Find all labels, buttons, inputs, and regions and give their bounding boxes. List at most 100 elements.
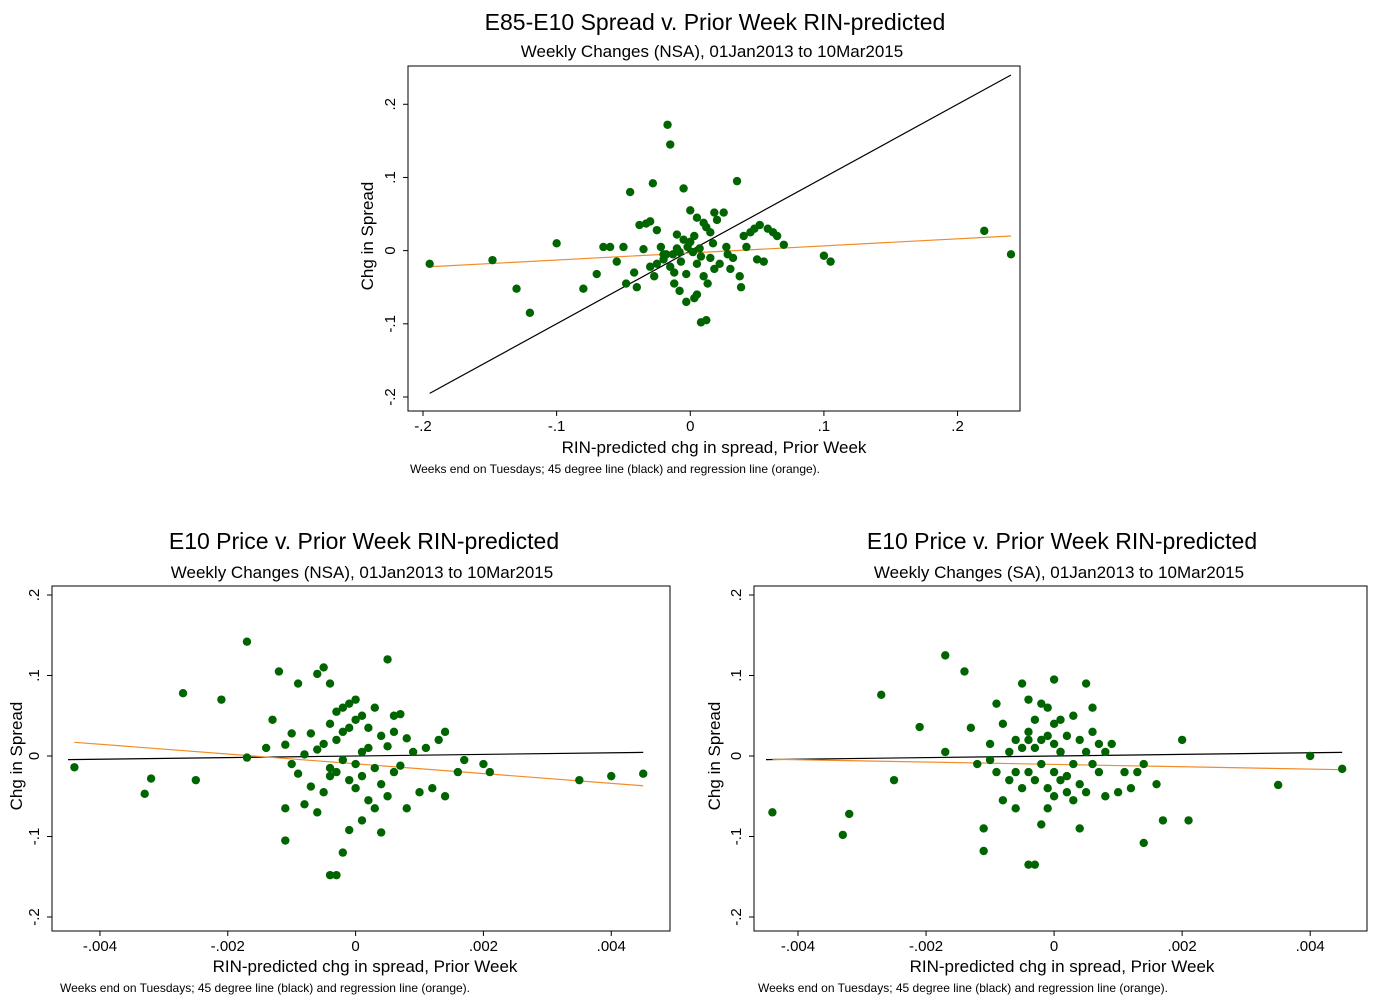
chart-subtitle: Weekly Changes (SA), 01Jan2013 to 10Mar2… xyxy=(874,563,1244,582)
scatter-point xyxy=(345,723,354,733)
x-tick-label: .002 xyxy=(1168,938,1197,955)
scatter-point xyxy=(313,745,322,754)
scatter-point xyxy=(686,206,695,215)
scatter-point xyxy=(735,272,744,281)
scatter-point xyxy=(1030,860,1040,869)
scatter-point xyxy=(1049,719,1059,728)
x-axis-ticks: -.2 -.1 0 .1 .2 xyxy=(414,411,964,435)
scatter-point xyxy=(710,264,719,274)
scatter-point xyxy=(682,269,691,279)
scatter-point xyxy=(351,715,360,724)
y-axis-ticks: -.2 -.1 0 .1 .2 xyxy=(728,589,754,926)
scatter-point xyxy=(242,753,252,762)
data-points xyxy=(768,651,1347,869)
regression-line xyxy=(772,758,1343,771)
scatter-point xyxy=(941,651,950,660)
scatter-point xyxy=(708,239,718,248)
scatter-point xyxy=(755,220,764,230)
scatter-point xyxy=(325,763,335,773)
scatter-point xyxy=(383,742,392,751)
scatter-point xyxy=(1011,735,1020,745)
scatter-point xyxy=(300,750,309,759)
scatter-point xyxy=(338,727,348,737)
scatter-point xyxy=(692,213,702,222)
scatter-point xyxy=(351,784,360,793)
scatter-point xyxy=(1043,784,1052,793)
scatter-point xyxy=(460,755,469,765)
scatter-point xyxy=(178,689,188,698)
scatter-point xyxy=(1062,731,1072,741)
scatter-point xyxy=(732,176,742,186)
scatter-point xyxy=(652,259,662,269)
scatter-point xyxy=(1139,838,1148,848)
scatter-point xyxy=(332,767,341,777)
scatter-point xyxy=(1337,764,1347,774)
scatter-point xyxy=(690,294,699,303)
scatter-point xyxy=(719,208,728,217)
scatter-point xyxy=(383,792,392,801)
x-tick-label: 0 xyxy=(686,418,694,435)
scatter-point xyxy=(703,279,712,288)
scatter-point xyxy=(1081,679,1091,688)
scatter-point xyxy=(621,279,631,288)
scatter-point xyxy=(1043,731,1052,741)
scatter-point xyxy=(525,308,535,318)
y-tick-label: -.1 xyxy=(26,828,43,846)
scatter-point xyxy=(338,755,348,765)
scatter-point xyxy=(979,846,988,856)
x-tick-label: -.1 xyxy=(548,418,566,435)
scatter-point xyxy=(1158,816,1168,825)
y-tick-label: .2 xyxy=(382,98,399,111)
x-tick-label: 0 xyxy=(351,938,359,955)
scatter-point xyxy=(941,747,950,757)
scatter-point xyxy=(696,252,706,261)
scatter-point xyxy=(690,231,699,241)
scatter-point xyxy=(645,262,655,271)
data-points xyxy=(425,120,1016,327)
scatter-point xyxy=(985,755,995,765)
scatter-point xyxy=(485,767,495,777)
scatter-point xyxy=(1120,767,1129,777)
scatter-point xyxy=(1017,784,1027,793)
scatter-point xyxy=(1069,711,1078,720)
chart-note: Weeks end on Tuesdays; 45 degree line (b… xyxy=(410,462,820,476)
scatter-point xyxy=(552,239,561,248)
y-tick-label: -.2 xyxy=(728,908,745,926)
scatter-point xyxy=(351,759,360,769)
scatter-point xyxy=(1017,679,1027,688)
scatter-point xyxy=(402,804,411,813)
scatter-point xyxy=(281,740,290,749)
scatter-point xyxy=(345,699,354,708)
scatter-point xyxy=(1049,767,1059,777)
scatter-point xyxy=(389,727,399,737)
regression-line xyxy=(429,235,1012,268)
scatter-point xyxy=(1037,820,1046,829)
chart-subtitle: Weekly Changes (NSA), 01Jan2013 to 10Mar… xyxy=(521,42,903,61)
x-tick-label: .2 xyxy=(951,418,964,435)
scatter-point xyxy=(645,217,655,226)
y-tick-label: .1 xyxy=(26,669,43,682)
scatter-point xyxy=(357,747,367,757)
scatter-point xyxy=(364,796,373,805)
x-axis-label: RIN-predicted chg in spread, Prior Week xyxy=(562,438,867,457)
scatter-point xyxy=(1005,747,1014,757)
scatter-point xyxy=(332,735,341,745)
scatter-point xyxy=(779,240,789,249)
x-tick-label: -.004 xyxy=(781,938,815,955)
scatter-point xyxy=(966,723,976,733)
scatter-point xyxy=(1037,699,1046,708)
x-tick-label: -.002 xyxy=(909,938,943,955)
scatter-point xyxy=(319,788,328,797)
scatter-point xyxy=(1006,250,1016,259)
plot-frame xyxy=(51,585,671,932)
scatter-point xyxy=(985,739,995,749)
scatter-point xyxy=(351,695,360,704)
scatter-point xyxy=(1177,735,1187,745)
scatter-point xyxy=(1005,775,1014,785)
y-axis-ticks: -.2 -.1 0 .1 .2 xyxy=(26,589,52,926)
y-tick-label: -.1 xyxy=(728,828,745,846)
scatter-point xyxy=(666,262,675,271)
scatter-point xyxy=(973,759,982,769)
scatter-point xyxy=(625,187,635,197)
